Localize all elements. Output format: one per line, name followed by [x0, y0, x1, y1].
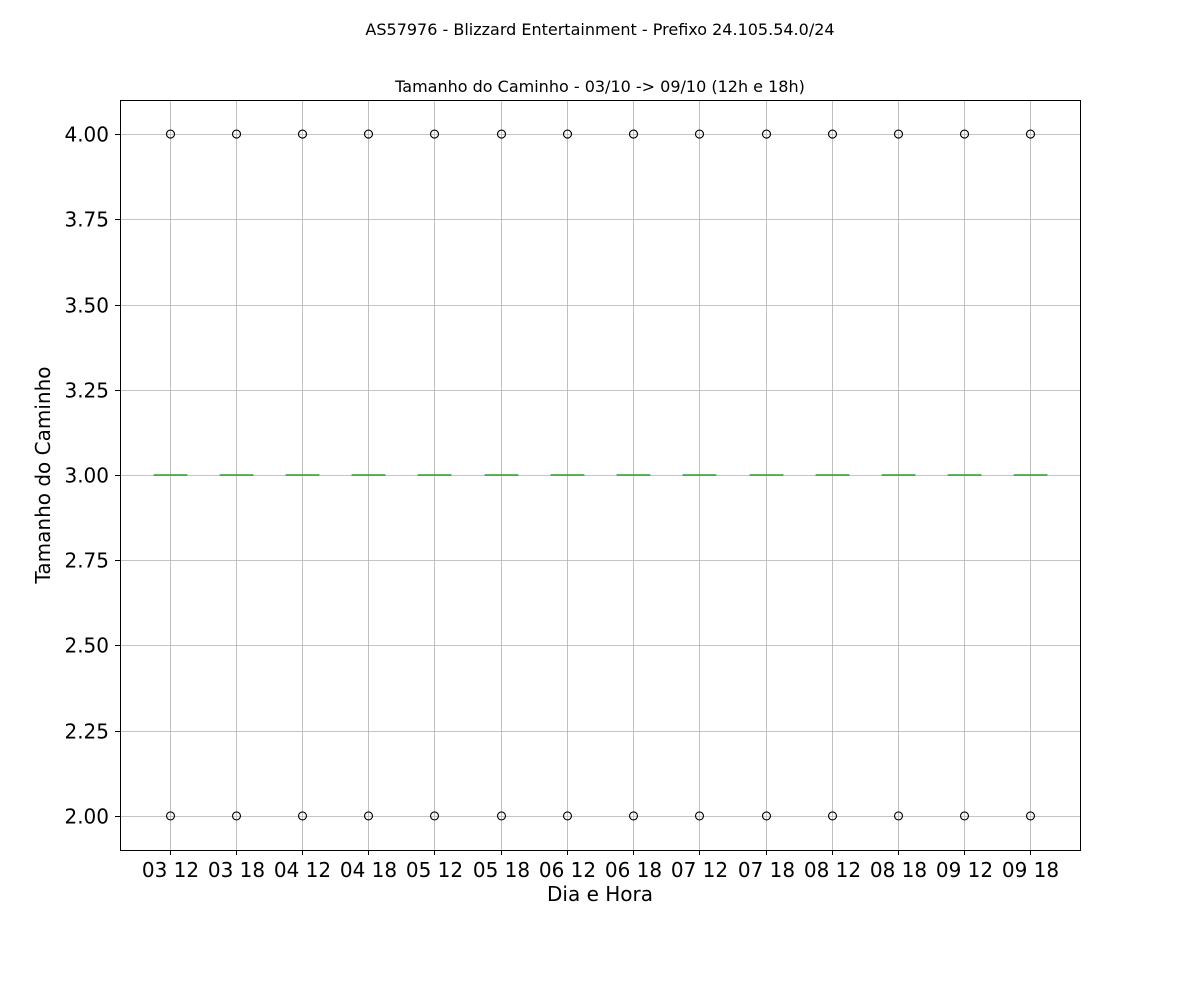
x-tick-label: 05 18 — [473, 858, 530, 882]
x-tick-label: 06 12 — [539, 858, 596, 882]
x-axis-label: Dia e Hora — [547, 882, 653, 906]
chart-title: Tamanho do Caminho - 03/10 -> 09/10 (12h… — [394, 77, 805, 96]
outlier-point — [827, 811, 838, 821]
outlier-point — [165, 129, 176, 139]
outlier-point — [429, 811, 440, 821]
x-tick-label: 04 12 — [274, 858, 331, 882]
x-axis-ticks: 03 12 03 18 04 12 04 18 05 12 05 18 06 12 06 18… — [142, 850, 1059, 882]
outlier-point — [694, 811, 705, 821]
outlier-point — [363, 811, 374, 821]
outlier-point — [959, 811, 970, 821]
y-axis-label: Tamanho do Caminho — [31, 367, 55, 585]
outlier-point — [429, 129, 440, 139]
outlier-point — [959, 129, 970, 139]
y-tick-label: 3.75 — [64, 208, 109, 232]
outlier-point — [893, 811, 904, 821]
grid-lines — [120, 100, 1080, 850]
outlier-point — [1025, 811, 1036, 821]
y-tick-label: 3.50 — [64, 294, 109, 318]
y-tick-label: 2.25 — [64, 720, 109, 744]
y-tick-label: 3.00 — [64, 464, 109, 488]
outlier-point — [363, 129, 374, 139]
outlier-point — [694, 129, 705, 139]
outlier-point — [231, 811, 242, 821]
x-tick-label: 08 18 — [870, 858, 927, 882]
outlier-point — [628, 811, 639, 821]
outlier-point — [297, 811, 308, 821]
outlier-point — [562, 129, 573, 139]
box-plot-marks — [153, 129, 1048, 821]
outlier-point — [827, 129, 838, 139]
x-tick-label: 07 18 — [738, 858, 795, 882]
y-tick-label: 4.00 — [64, 123, 109, 147]
outlier-point — [297, 129, 308, 139]
x-tick-label: 09 12 — [936, 858, 993, 882]
outlier-point — [893, 129, 904, 139]
y-tick-label: 2.75 — [64, 549, 109, 573]
x-tick-label: 08 12 — [804, 858, 861, 882]
y-tick-label: 2.50 — [64, 634, 109, 658]
outlier-point — [562, 811, 573, 821]
outlier-point — [628, 129, 639, 139]
x-tick-label: 03 18 — [208, 858, 265, 882]
outlier-point — [165, 811, 176, 821]
plot-area-frame — [120, 100, 1081, 851]
outlier-point — [496, 129, 507, 139]
x-tick-label: 09 18 — [1002, 858, 1059, 882]
outlier-point — [761, 129, 772, 139]
outlier-point — [1025, 129, 1036, 139]
outlier-point — [496, 811, 507, 821]
figure-suptitle: AS57976 - Blizzard Entertainment - Prefi… — [365, 20, 834, 39]
x-tick-label: 03 12 — [142, 858, 199, 882]
x-tick-label: 07 12 — [671, 858, 728, 882]
y-axis-ticks: 2.00 2.25 2.50 2.75 3.00 3.25 3.50 3.75 4.00 — [64, 123, 120, 829]
y-tick-label: 2.00 — [64, 805, 109, 829]
x-tick-label: 05 12 — [406, 858, 463, 882]
y-tick-label: 3.25 — [64, 379, 109, 403]
x-tick-label: 04 18 — [340, 858, 397, 882]
outlier-point — [761, 811, 772, 821]
x-tick-label: 06 18 — [605, 858, 662, 882]
outlier-point — [231, 129, 242, 139]
